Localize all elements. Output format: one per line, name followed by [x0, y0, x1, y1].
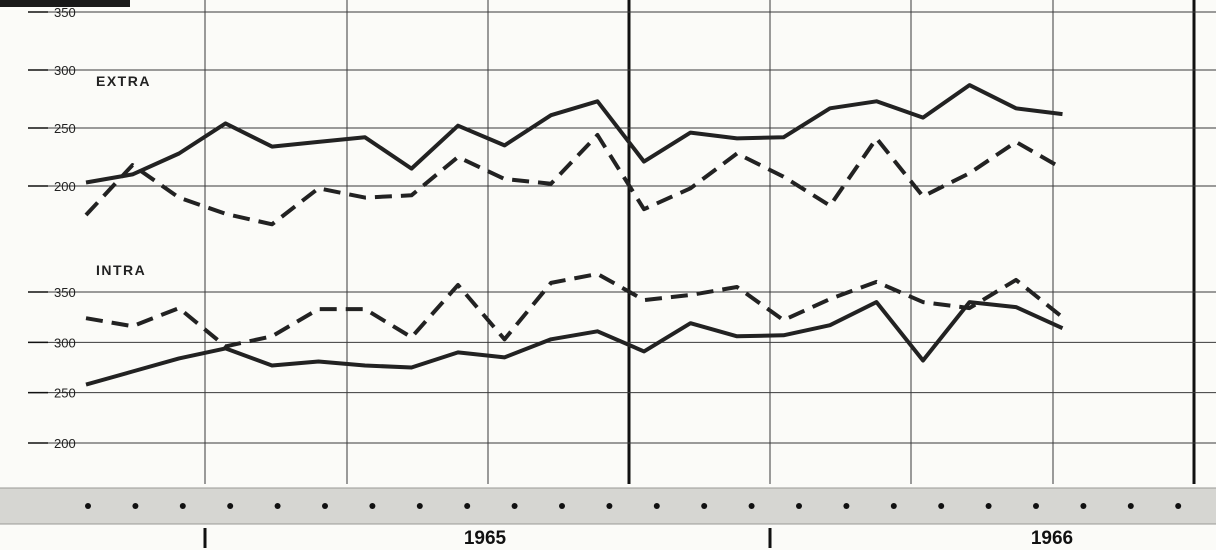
y-tick-label: 300 [54, 335, 76, 350]
data-lines [84, 83, 1064, 387]
y-tick-label: 250 [54, 386, 76, 401]
timeline-dot [85, 503, 91, 509]
timeline-dot [843, 503, 850, 509]
timeline-band [0, 487, 1216, 548]
series-line-dashed [84, 133, 1064, 227]
timeline-dot [559, 503, 565, 509]
timeline-dot [274, 503, 281, 509]
y-tick-label: 350 [54, 285, 76, 300]
timeline-dot [796, 503, 802, 509]
series-line-solid [85, 83, 1063, 185]
panel-label-intra: INTRA [96, 262, 146, 278]
timeline-dot [369, 503, 376, 509]
timeline-dot [606, 503, 613, 509]
timeline-dot [985, 503, 992, 509]
timeline-dot [748, 503, 755, 509]
timeline-dot [227, 503, 234, 509]
timeline-dot [1127, 503, 1134, 509]
y-tick-label: 200 [54, 436, 76, 451]
timeline-dot [179, 503, 186, 509]
timeline-dot [464, 503, 471, 509]
year-label-1965: 1965 [464, 528, 507, 549]
timeline-dot [132, 503, 139, 509]
timeline-dot [890, 503, 897, 509]
timeline-dot [1175, 503, 1182, 509]
series-line-dashed [85, 271, 1064, 349]
timeline-dot [938, 503, 945, 509]
y-tick-label: 350 [54, 5, 76, 20]
timeline-dot [653, 503, 660, 509]
timeline-dot [322, 503, 328, 509]
timeline-dot [1033, 503, 1039, 509]
timeline-dot [511, 503, 518, 509]
panel-label-extra: EXTRA [96, 73, 151, 89]
y-tick-label: 300 [54, 63, 76, 78]
corner-marker [0, 0, 130, 7]
year-label-1966: 1966 [1031, 528, 1073, 549]
timeline-dot [416, 503, 423, 509]
timeline-dot [701, 503, 708, 509]
series-line-solid [85, 300, 1064, 387]
y-tick-label: 250 [54, 121, 76, 136]
y-tick-label: 200 [54, 179, 76, 194]
timeline-dot [1080, 503, 1087, 509]
